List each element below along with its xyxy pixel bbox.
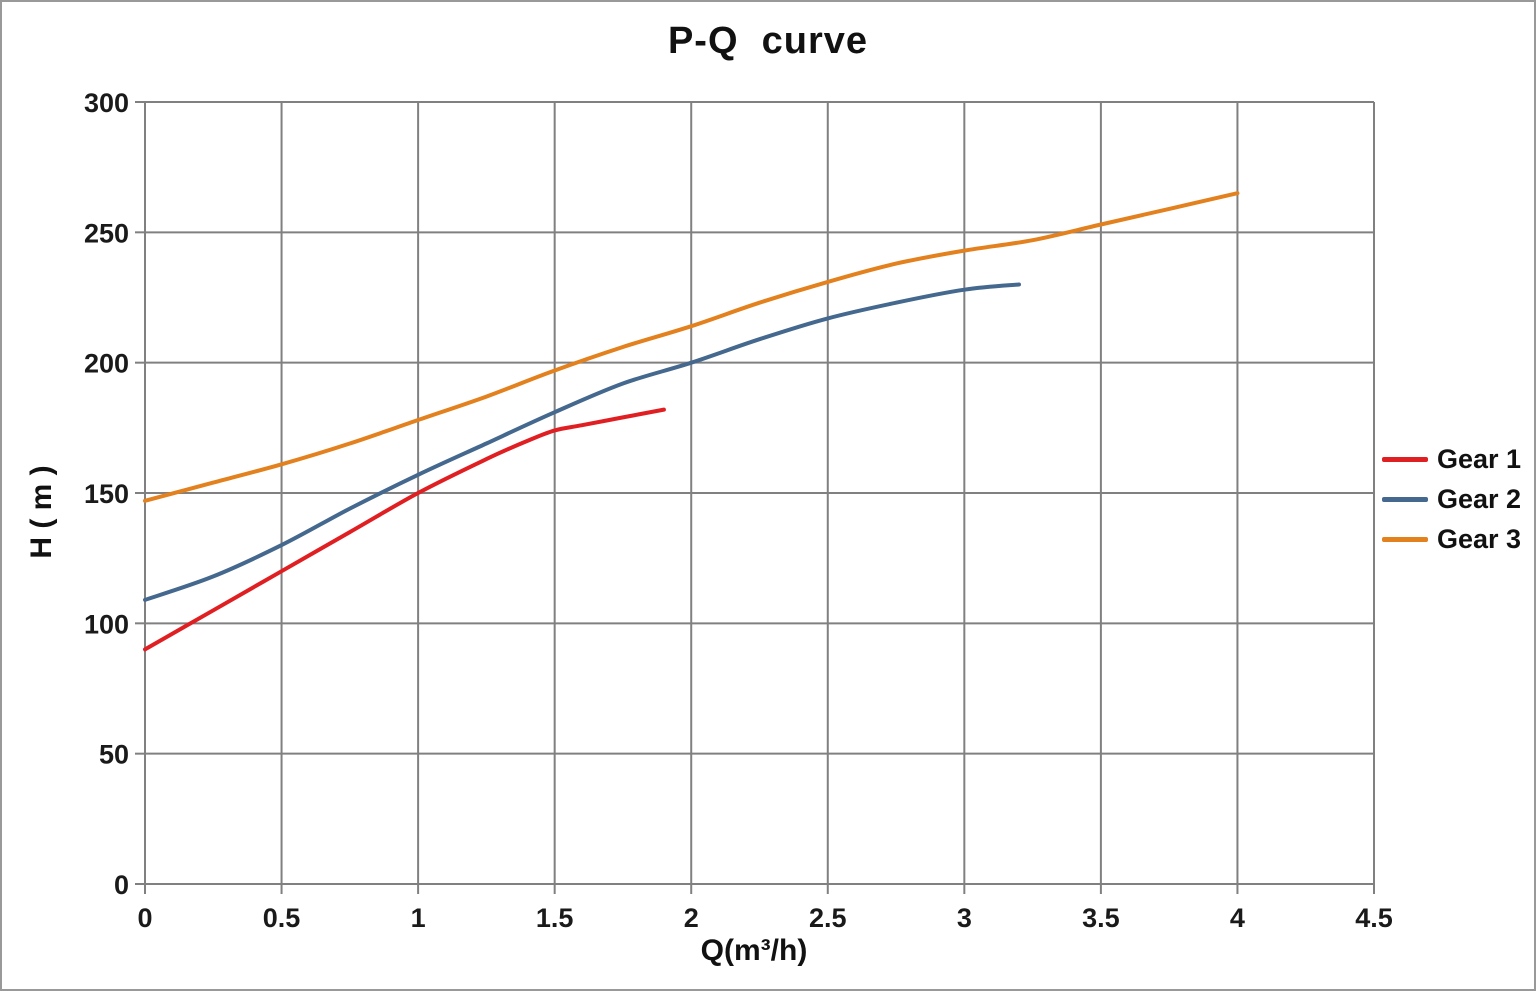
x-tick-label-2: 2 — [684, 903, 699, 933]
legend-item-gear-1: Gear 1 — [1382, 439, 1521, 479]
legend-line-gear-2-icon — [1382, 496, 1428, 502]
x-tick-label-0: 0 — [137, 903, 152, 933]
y-tick-label-50: 50 — [99, 740, 129, 770]
x-tick-label-2.5: 2.5 — [809, 903, 847, 933]
series-line-gear-3 — [143, 191, 1240, 503]
legend-label-gear-3: Gear 3 — [1437, 523, 1522, 554]
chart-title: P-Q curve — [667, 20, 869, 62]
y-tick-label-200: 200 — [84, 349, 129, 379]
x-tick-label-3.5: 3.5 — [1082, 903, 1120, 933]
series-line-gear-1 — [143, 407, 666, 652]
y-tick-label-150: 150 — [84, 479, 129, 509]
x-tick-label-4.5: 4.5 — [1355, 903, 1393, 933]
legend-label-gear-1: Gear 1 — [1437, 443, 1522, 474]
y-tick-label-250: 250 — [84, 218, 129, 248]
legend-item-gear-3: Gear 3 — [1382, 519, 1521, 559]
x-tick-label-4: 4 — [1230, 903, 1245, 933]
y-tick-label-0: 0 — [114, 870, 129, 900]
legend-line-gear-1-icon — [1382, 456, 1428, 462]
x-tick-label-3: 3 — [957, 903, 972, 933]
legend-item-gear-2: Gear 2 — [1382, 479, 1521, 519]
x-axis-title: Q(m³/h) — [700, 934, 808, 967]
legend-label-gear-2: Gear 2 — [1437, 483, 1522, 514]
series-line-gear-2 — [143, 282, 1021, 602]
y-tick-label-300: 300 — [84, 88, 129, 118]
x-tick-label-0.5: 0.5 — [263, 903, 301, 933]
y-axis-title: H ( m ) — [25, 465, 58, 559]
y-tick-label-100: 100 — [84, 609, 129, 639]
legend: Gear 1 Gear 2 Gear 3 — [1382, 439, 1521, 559]
x-tick-label-1.5: 1.5 — [536, 903, 574, 933]
x-tick-label-1: 1 — [411, 903, 426, 933]
legend-line-gear-3-icon — [1382, 536, 1428, 542]
